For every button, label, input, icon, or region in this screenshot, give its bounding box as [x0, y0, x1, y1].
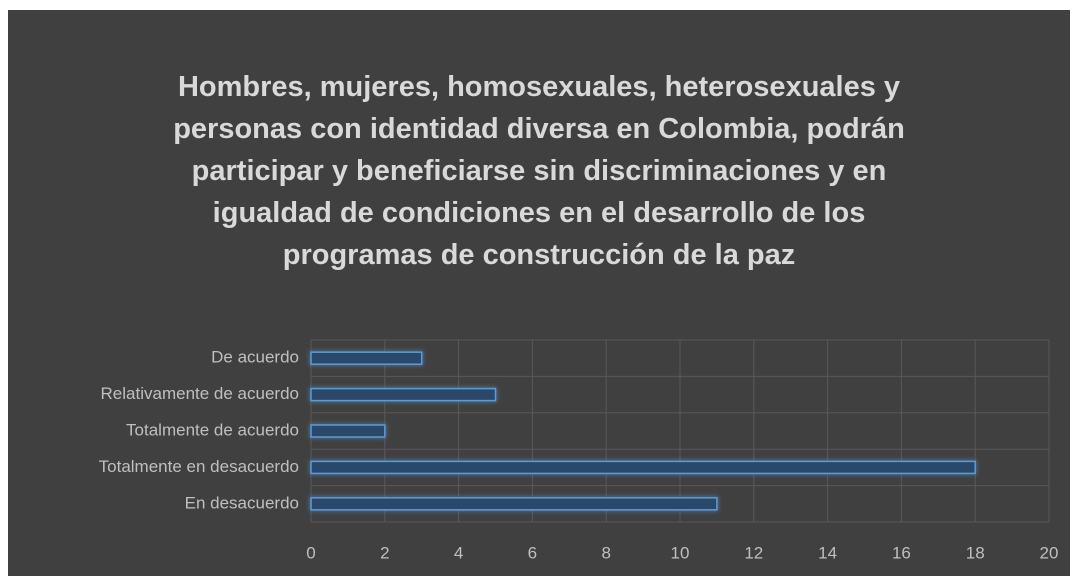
bar [310, 497, 718, 511]
bar [310, 351, 423, 365]
x-tick-label: 18 [966, 543, 985, 562]
bar [310, 460, 976, 475]
chart-title: Hombres, mujeres, homosexuales, heterose… [173, 71, 905, 271]
x-tick-label: 12 [744, 543, 763, 562]
x-tick-label: 8 [601, 543, 610, 562]
y-tick-label: Totalmente en desacuerdo [99, 457, 299, 476]
chart-background [8, 10, 1070, 576]
y-tick-label: De acuerdo [211, 348, 299, 367]
y-tick-label: Relativamente de acuerdo [101, 384, 299, 403]
y-tick-label: En desacuerdo [185, 493, 299, 512]
x-tick-label: 16 [892, 543, 911, 562]
bar [310, 387, 497, 402]
x-tick-label: 14 [818, 543, 837, 562]
x-tick-label: 4 [454, 543, 463, 562]
x-tick-label: 6 [528, 543, 537, 562]
x-tick-label: 0 [306, 543, 315, 562]
x-tick-label: 2 [380, 543, 389, 562]
y-tick-label: Totalmente de acuerdo [126, 420, 299, 439]
x-tick-label: 10 [671, 543, 690, 562]
bar [310, 424, 386, 438]
x-tick-label: 20 [1040, 543, 1059, 562]
